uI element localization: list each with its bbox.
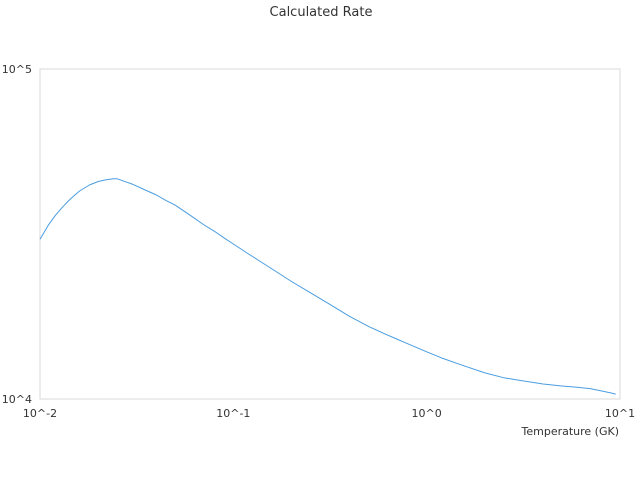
x-tick-label: 10^-1 [216,407,250,420]
x-axis-label: Temperature (GK) [521,425,620,438]
y-tick-label: 10^4 [2,393,32,406]
chart-title: Calculated Rate [270,5,373,20]
x-tick-label: 10^-2 [23,407,57,420]
x-tick-label: 10^0 [412,407,442,420]
y-tick-label: 10^5 [2,63,32,76]
chart-marks: 10^-2 10^-1 10^0 10^1 10^4 10^5 [2,63,635,420]
plot-area-frame [39,68,621,400]
series-line [39,178,616,395]
x-tick-label: 10^1 [605,407,635,420]
